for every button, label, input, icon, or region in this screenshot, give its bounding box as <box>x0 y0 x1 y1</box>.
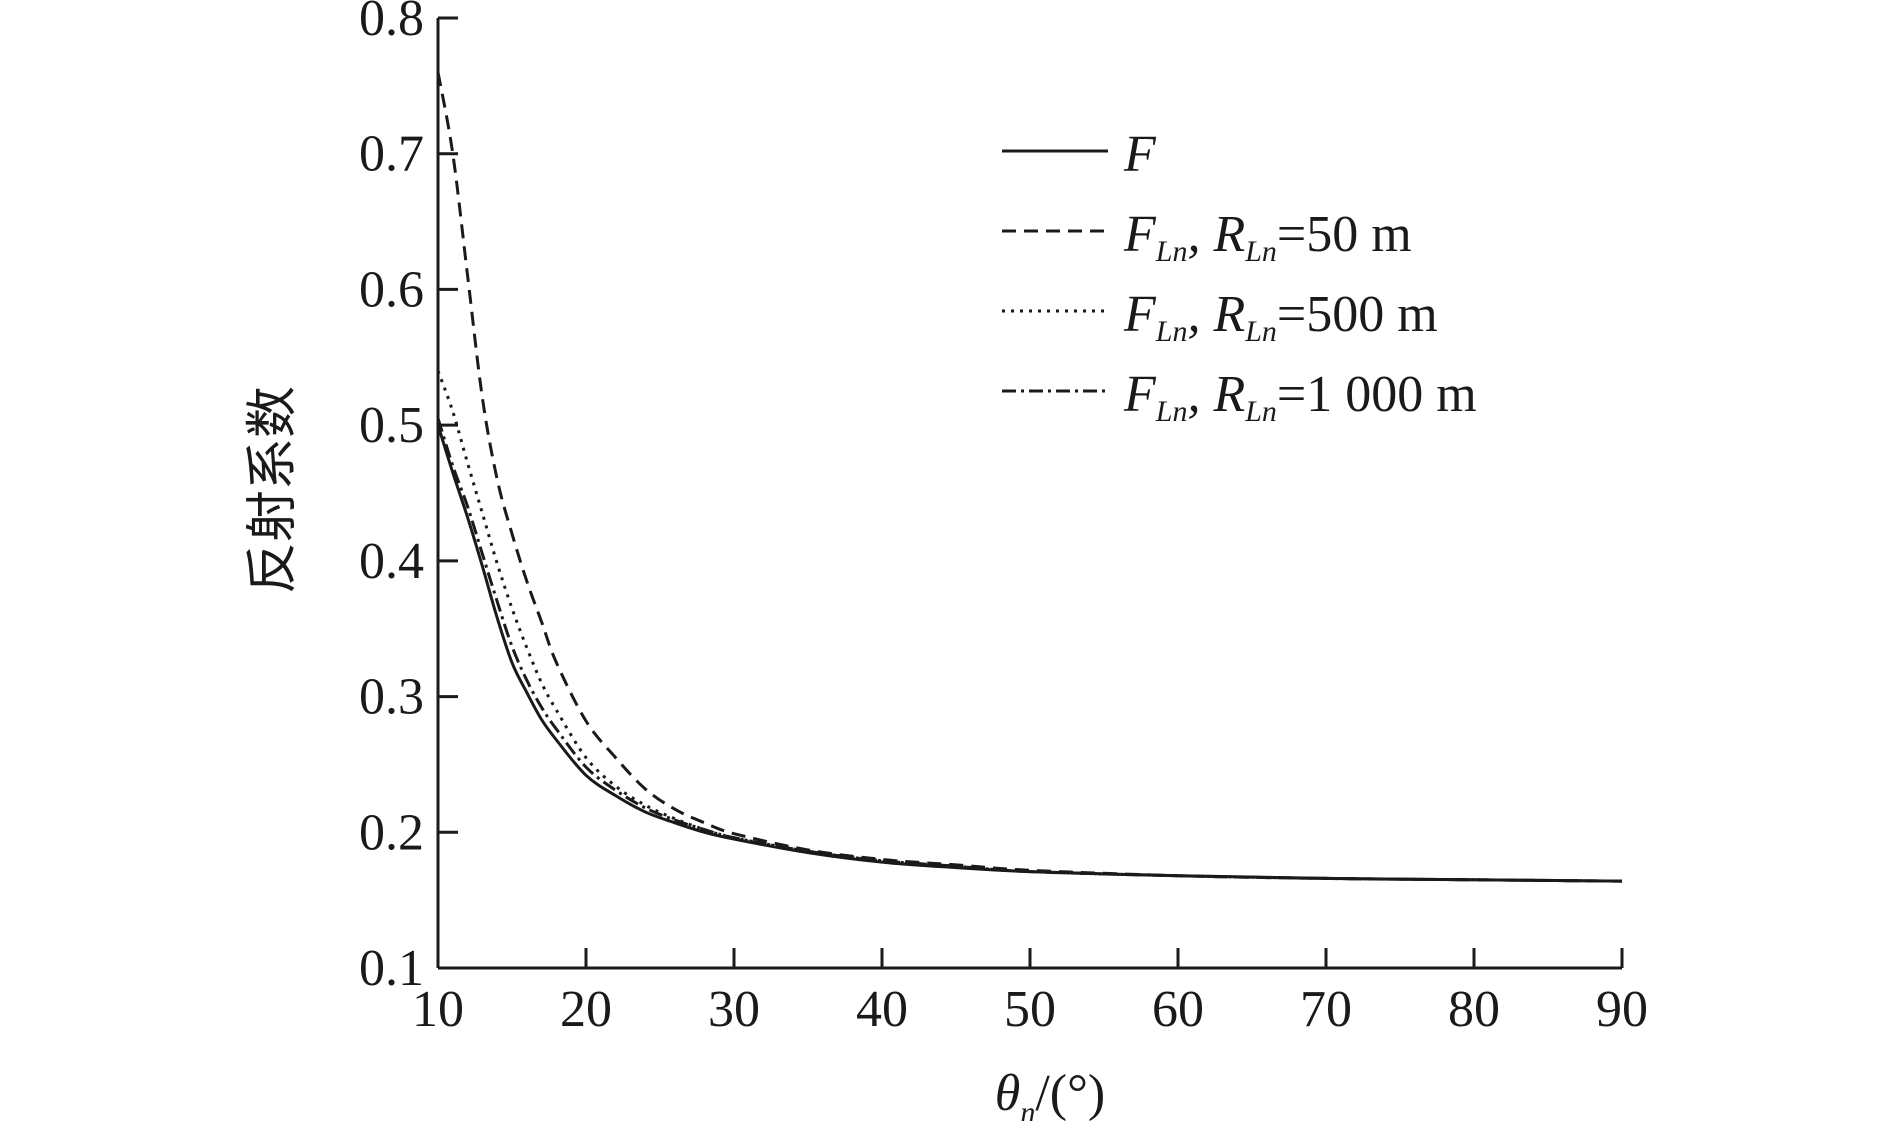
series-line-2 <box>436 72 1623 883</box>
y-ticks: 0.1 0.2 0.3 0.4 0.5 0.6 0.7 0.8 <box>359 0 458 997</box>
x-axis-subscript: n <box>1020 1096 1035 1121</box>
x-tick-label: 30 <box>708 981 760 1038</box>
series-line-1 <box>436 424 1623 883</box>
x-tick-label: 80 <box>1448 981 1500 1038</box>
legend-label-1: F <box>1123 126 1157 183</box>
legend-label-2: FLn, RLn=50 m <box>1123 206 1412 268</box>
y-tick-label: 0.8 <box>359 0 424 47</box>
legend-label-4: FLn, RLn=1 000 m <box>1123 366 1477 428</box>
y-axis-title: 反射系数 <box>245 386 302 594</box>
x-tick-label: 20 <box>560 981 612 1038</box>
x-axis-unit: /(°) <box>1035 1065 1105 1121</box>
x-tick-label: 90 <box>1596 981 1648 1038</box>
y-tick-label: 0.1 <box>359 940 424 997</box>
x-ticks: 10 20 30 40 50 60 70 80 90 <box>412 948 1648 1038</box>
axes <box>436 18 1622 970</box>
series-line-4 <box>436 417 1623 883</box>
y-tick-label: 0.7 <box>359 126 424 183</box>
y-tick-label: 0.4 <box>359 533 424 590</box>
y-tick-label: 0.2 <box>359 804 424 861</box>
y-tick-label: 0.3 <box>359 669 424 726</box>
x-tick-label: 50 <box>1004 981 1056 1038</box>
x-axis-symbol: θ <box>995 1065 1021 1121</box>
x-tick-label: 60 <box>1152 981 1204 1038</box>
y-tick-label: 0.5 <box>359 397 424 454</box>
legend-label-3: FLn, RLn=500 m <box>1123 286 1438 348</box>
series-line-3 <box>436 370 1623 883</box>
x-tick-label: 70 <box>1300 981 1352 1038</box>
y-tick-label: 0.6 <box>359 261 424 318</box>
series-layer <box>436 72 1623 883</box>
x-tick-label: 10 <box>412 981 464 1038</box>
x-axis-title: θn/(°) <box>995 1065 1105 1121</box>
legend: F FLn, RLn=50 m FLn, RLn=500 m FLn, RLn=1 0… <box>1002 126 1477 428</box>
x-tick-label: 40 <box>856 981 908 1038</box>
